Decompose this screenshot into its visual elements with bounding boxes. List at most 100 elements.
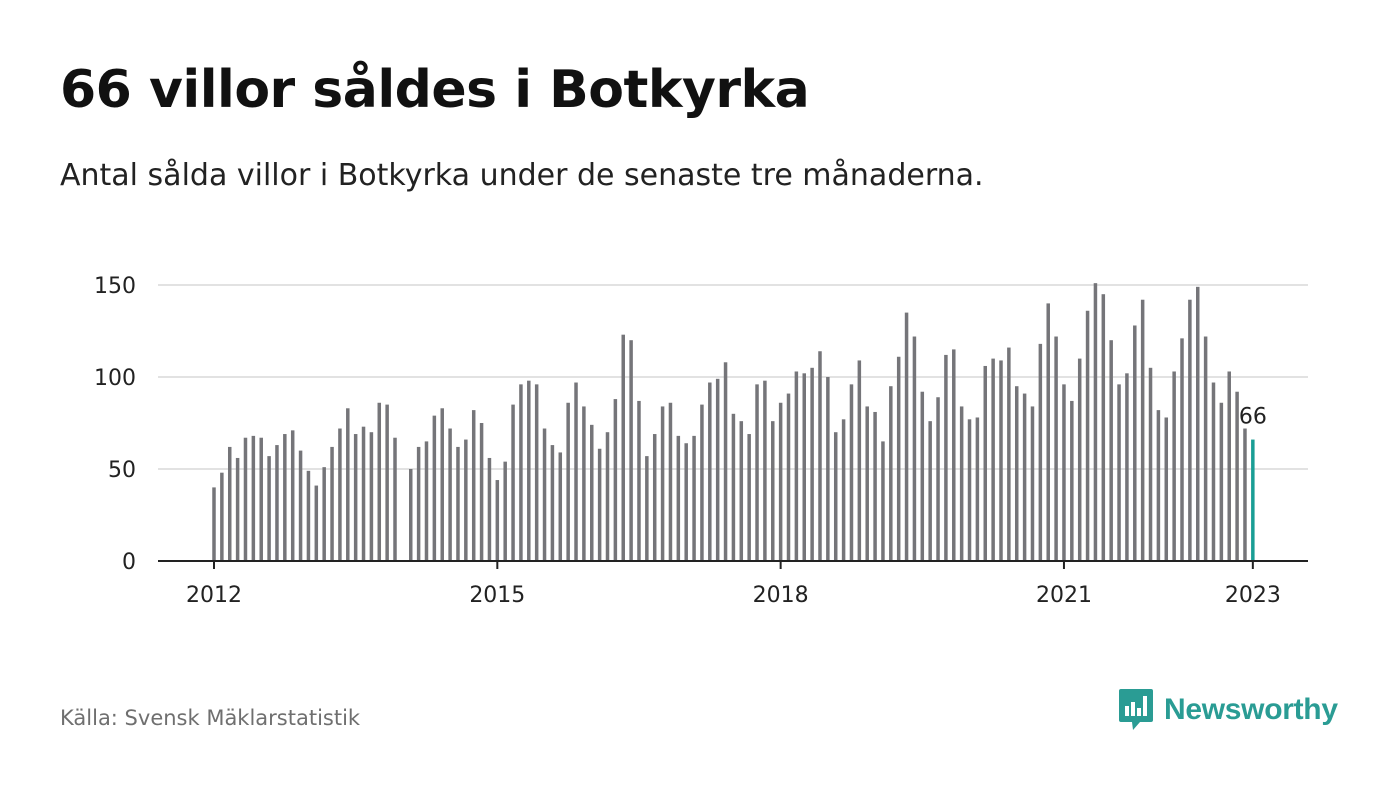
- bar: [1054, 336, 1058, 561]
- bar: [841, 419, 846, 561]
- bar: [251, 435, 256, 561]
- data-labels: 66: [1239, 405, 1267, 430]
- x-axis: [158, 560, 1308, 569]
- bar: [1156, 410, 1161, 561]
- bar: [290, 430, 295, 561]
- bar: [700, 404, 704, 561]
- bar: [346, 408, 350, 561]
- bar: [936, 397, 940, 561]
- bar: [668, 402, 673, 561]
- bar: [243, 437, 248, 561]
- bar: [298, 450, 303, 561]
- bar: [1211, 382, 1216, 561]
- bar: [275, 445, 279, 561]
- bar: [952, 349, 956, 561]
- bar: [393, 437, 397, 561]
- bar: [1022, 393, 1027, 561]
- bar: [771, 421, 775, 561]
- bar: [503, 461, 507, 561]
- bar: [708, 382, 712, 561]
- bar: [1077, 358, 1082, 561]
- bar: [432, 415, 437, 561]
- bar: [999, 360, 1003, 561]
- bar: [731, 413, 736, 561]
- bar-chart: 0 50 100 150 2012 2015 2018 2021 2023 66: [94, 274, 1308, 608]
- bar: [983, 365, 988, 561]
- bar: [377, 402, 382, 561]
- bar: [723, 362, 728, 561]
- bar: [896, 356, 901, 561]
- bar: [424, 441, 429, 561]
- bar: [220, 472, 224, 561]
- bar: [826, 377, 830, 561]
- bar: [715, 378, 720, 561]
- bar: [873, 411, 877, 561]
- bar: [849, 384, 854, 561]
- bar: [534, 384, 539, 561]
- source-note: Källa: Svensk Mäklarstatistik: [60, 706, 361, 730]
- bar: [1180, 338, 1184, 561]
- y-tick-label: 150: [94, 274, 136, 299]
- bar: [912, 336, 917, 561]
- bar: [227, 446, 232, 561]
- bar-highlighted: [1251, 439, 1255, 561]
- bar: [1235, 391, 1239, 561]
- bar: [1125, 373, 1129, 561]
- bar: [1014, 386, 1019, 561]
- bar: [889, 386, 893, 561]
- bar: [330, 446, 334, 561]
- bar: [637, 400, 641, 561]
- bar: [920, 391, 925, 561]
- bar: [1038, 343, 1043, 561]
- bar: [527, 380, 531, 561]
- bar: [1243, 428, 1247, 561]
- bar: [786, 393, 791, 561]
- bar: [1219, 402, 1224, 561]
- bar: [440, 408, 444, 561]
- bars: [212, 283, 1255, 561]
- bar: [464, 439, 468, 561]
- y-axis-tick-labels: 0 50 100 150: [94, 274, 136, 575]
- bar: [645, 456, 649, 561]
- bar: [1140, 299, 1145, 561]
- bar: [456, 446, 460, 561]
- bar: [975, 417, 980, 561]
- bar: [944, 354, 948, 561]
- bar: [747, 434, 751, 561]
- y-tick-label: 0: [122, 550, 136, 575]
- bar: [1093, 283, 1098, 561]
- bar: [1070, 400, 1074, 561]
- bar: [574, 382, 578, 561]
- x-tick-label: 2015: [469, 583, 525, 608]
- bar: [763, 380, 767, 561]
- bar: [283, 434, 287, 561]
- bar: [448, 428, 452, 561]
- bar: [1030, 406, 1035, 561]
- bar: [629, 340, 633, 561]
- data-label-latest: 66: [1239, 405, 1267, 430]
- bar: [1196, 286, 1200, 561]
- bar: [605, 432, 610, 561]
- bar: [652, 434, 657, 561]
- brand-logo: Newsworthy: [1118, 688, 1338, 732]
- chart-title: 66 villor såldes i Botkyrka: [60, 60, 810, 120]
- bar: [613, 399, 618, 561]
- y-tick-label: 100: [94, 366, 136, 391]
- bar: [361, 426, 366, 561]
- brand-name: Newsworthy: [1164, 693, 1338, 726]
- x-tick-label: 2018: [753, 583, 809, 608]
- bar: [471, 410, 476, 561]
- bar: [409, 469, 413, 561]
- bar: [928, 421, 932, 561]
- bar: [833, 432, 838, 561]
- bar: [1203, 336, 1208, 561]
- bar: [1117, 384, 1121, 561]
- bar: [597, 448, 602, 561]
- bar: [487, 457, 492, 561]
- bar: [676, 435, 681, 561]
- bar: [1062, 384, 1066, 561]
- bar: [353, 434, 358, 561]
- bar: [1007, 347, 1011, 561]
- bar: [755, 384, 759, 561]
- bar: [1101, 294, 1106, 561]
